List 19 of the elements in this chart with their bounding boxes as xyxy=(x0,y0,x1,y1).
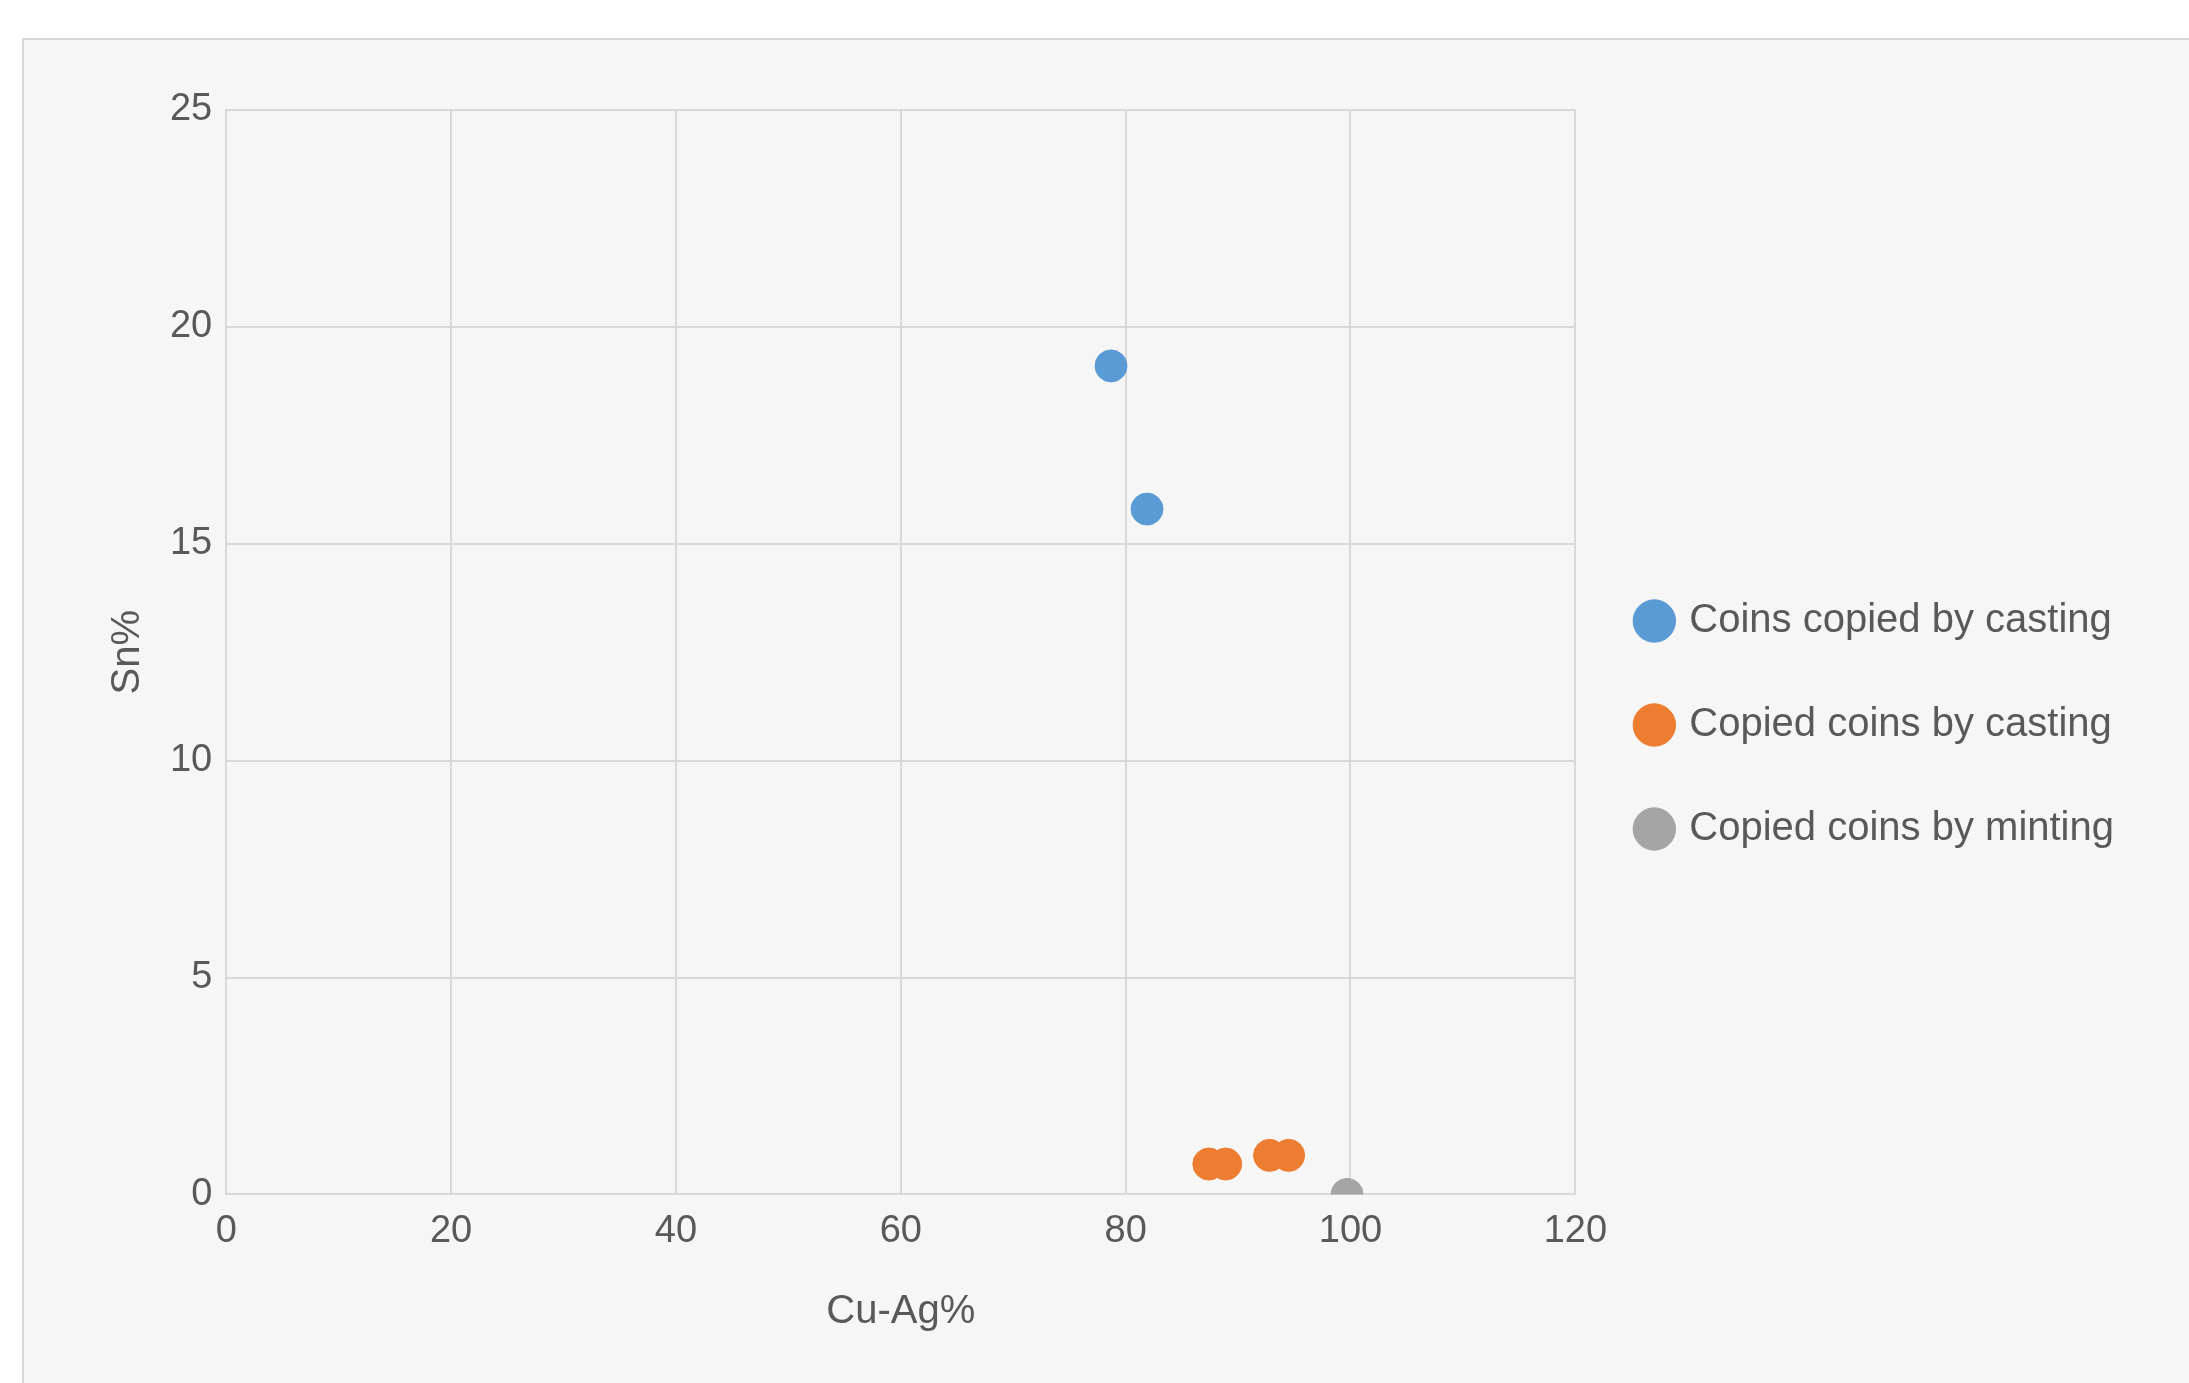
point xyxy=(1130,492,1164,526)
x-tick-label: 60 xyxy=(879,1207,922,1250)
y-axis-title: Sn% xyxy=(103,609,148,695)
legend-label: Copied coins by minting xyxy=(1689,804,2114,849)
point xyxy=(1094,349,1128,383)
y-tick-label: 0 xyxy=(191,1170,213,1213)
y-tick-label: 20 xyxy=(169,303,213,346)
x-tick-label: 20 xyxy=(429,1207,473,1250)
y-tick-label: 10 xyxy=(169,737,213,780)
x-tick-label: 100 xyxy=(1318,1207,1383,1250)
y-tick-label: 25 xyxy=(169,86,213,129)
x-tick-label: 120 xyxy=(1543,1207,1608,1250)
x-axis-title: Cu-Ag% xyxy=(826,1287,976,1332)
y-tick-label: 5 xyxy=(191,954,213,996)
legend-label: Coins copied by casting xyxy=(1689,596,2112,641)
legend-label: Copied coins by casting xyxy=(1689,700,2112,745)
x-tick-label: 80 xyxy=(1104,1207,1147,1250)
x-tick-label: 40 xyxy=(654,1207,698,1250)
y-tick-label: 15 xyxy=(169,520,213,563)
